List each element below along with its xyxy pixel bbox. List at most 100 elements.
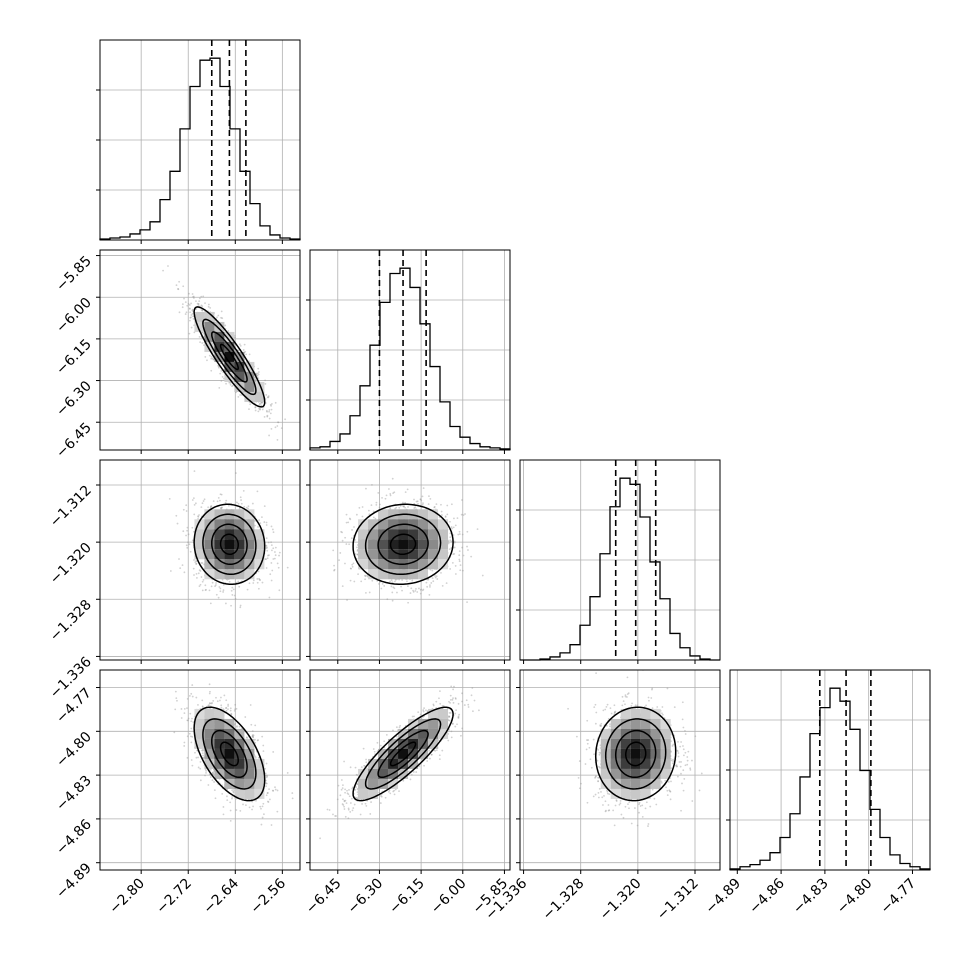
sample-point	[466, 530, 469, 533]
sample-point	[466, 601, 468, 604]
sample-point	[227, 330, 230, 332]
sample-point	[201, 342, 204, 344]
sample-point	[192, 318, 195, 320]
sample-point	[419, 592, 422, 595]
density-cell	[224, 371, 235, 382]
sample-point	[333, 564, 335, 567]
sample-point	[189, 311, 192, 314]
sample-point	[204, 584, 207, 587]
sample-point	[207, 303, 210, 306]
sample-point	[404, 501, 407, 504]
sample-point	[200, 576, 203, 578]
sample-point	[169, 570, 172, 572]
density-cell	[234, 351, 245, 362]
sample-point	[389, 494, 392, 497]
sample-point	[414, 506, 417, 509]
sample-point	[193, 559, 195, 561]
sample-point	[440, 510, 443, 513]
density-cell	[358, 539, 369, 550]
sample-point	[269, 412, 272, 415]
sample-point	[462, 514, 465, 517]
sample-point	[344, 536, 347, 539]
sample-point	[194, 502, 197, 505]
sample-point	[270, 541, 272, 544]
sample-point	[450, 526, 453, 528]
sample-point	[434, 574, 436, 577]
sample-point	[233, 594, 236, 597]
sample-point	[221, 506, 223, 509]
sample-point	[214, 584, 217, 586]
sample-point	[185, 544, 188, 547]
sample-point	[188, 304, 191, 306]
sample-point	[394, 507, 397, 510]
sample-point	[263, 416, 266, 418]
sample-point	[188, 732, 191, 735]
density-cell	[234, 559, 245, 570]
sample-point	[351, 565, 354, 568]
density-cell	[438, 539, 449, 550]
sample-point	[453, 540, 456, 543]
sample-point	[208, 354, 211, 357]
sample-point	[222, 813, 225, 816]
sample-point	[217, 596, 220, 599]
sample-point	[389, 507, 392, 510]
sample-point	[265, 409, 268, 412]
sample-point	[353, 526, 355, 528]
sample-point	[374, 517, 377, 520]
sample-point	[386, 598, 389, 601]
sample-point	[237, 580, 240, 583]
sample-point	[404, 506, 407, 509]
sample-point	[222, 589, 225, 591]
sample-point	[421, 495, 424, 498]
sample-point	[348, 543, 351, 546]
sample-point	[378, 506, 381, 509]
sample-point	[175, 514, 178, 517]
scatter-panel	[96, 669, 301, 874]
sample-point	[195, 560, 198, 562]
sample-point	[411, 579, 414, 582]
sample-point	[266, 414, 269, 417]
sample-point	[204, 589, 207, 592]
sample-point	[238, 725, 241, 728]
sample-point	[395, 506, 398, 509]
sample-point	[231, 385, 233, 388]
sample-point	[276, 789, 279, 792]
sample-point	[193, 470, 196, 473]
sample-point	[333, 568, 336, 571]
sample-point	[192, 297, 195, 299]
sample-point	[265, 782, 268, 785]
density-cell	[224, 331, 235, 342]
contour-line	[193, 503, 266, 586]
sample-point	[256, 375, 259, 377]
sample-point	[220, 506, 223, 509]
sample-point	[430, 582, 433, 584]
contour-line	[219, 343, 239, 371]
sample-point	[187, 541, 189, 544]
sample-point	[208, 589, 211, 592]
sample-point	[189, 307, 191, 310]
sample-point	[260, 404, 263, 407]
sample-point	[227, 708, 229, 711]
sample-point	[265, 558, 267, 561]
sample-point	[225, 382, 227, 385]
sample-point	[185, 534, 187, 537]
sample-point	[389, 493, 392, 495]
density-cell	[368, 519, 379, 530]
sample-point	[440, 503, 442, 506]
sample-point	[254, 406, 257, 408]
sample-point	[224, 324, 227, 327]
sample-point	[380, 587, 383, 590]
sample-point	[341, 531, 344, 534]
density-cell	[244, 391, 255, 402]
sample-point	[260, 823, 263, 826]
histogram-step	[99, 57, 301, 240]
sample-point	[453, 541, 456, 544]
sample-point	[422, 487, 425, 490]
sample-point	[414, 590, 417, 592]
sample-point	[210, 585, 213, 588]
sample-point	[190, 314, 193, 316]
sample-point	[182, 530, 185, 533]
sample-point	[421, 589, 424, 592]
sample-point	[366, 574, 368, 577]
density-cell	[204, 529, 215, 540]
